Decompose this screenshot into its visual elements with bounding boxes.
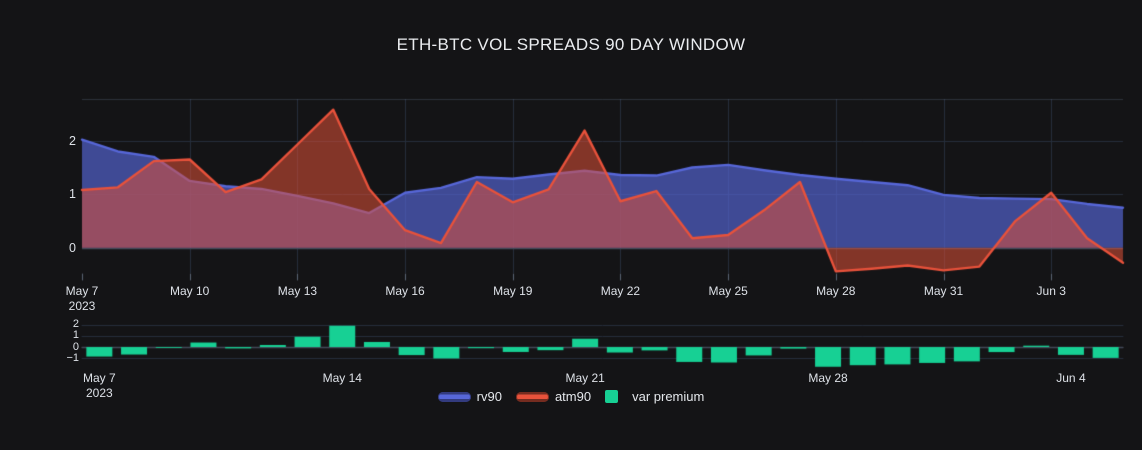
legend-item-atm90[interactable]: atm90 xyxy=(515,389,592,404)
var-premium-swatch xyxy=(605,390,619,403)
bar-x-tick-label: May 7 xyxy=(83,371,116,385)
legend-label-atm90: atm90 xyxy=(554,389,592,404)
bar-x-tick-label: May 28 xyxy=(808,371,848,385)
x-tick-label: May 25 xyxy=(708,284,748,298)
legend-label-rv90: rv90 xyxy=(476,389,502,404)
x-tick-label: May 22 xyxy=(600,284,641,298)
y-tick-label: 1 xyxy=(69,187,76,202)
legend-item-var-premium[interactable]: var premium xyxy=(605,389,704,404)
bar-y-tick-label: −1 xyxy=(66,351,79,364)
x-tick-year: 2023 xyxy=(68,299,96,313)
bar-y-tick-label: 2 xyxy=(72,318,79,331)
x-tick-label: May 7 xyxy=(65,284,99,298)
chart-legend: rv90 atm90 var premium xyxy=(0,389,1142,404)
atm90-swatch xyxy=(515,391,549,402)
y-tick-label: 0 xyxy=(69,240,76,255)
chart-title: ETH-BTC VOL SPREADS 90 DAY WINDOW xyxy=(396,35,746,54)
bar-y-tick-label: 0 xyxy=(72,340,79,353)
y-tick-label: 2 xyxy=(69,133,76,148)
x-tick-label: May 10 xyxy=(170,284,210,298)
x-tick-label: May 28 xyxy=(816,284,856,298)
x-tick-label: May 31 xyxy=(923,284,964,298)
bar-x-tick-label: May 21 xyxy=(565,371,605,385)
bar-y-tick-label: 1 xyxy=(72,329,79,342)
legend-item-rv90[interactable]: rv90 xyxy=(437,389,502,404)
x-tick-label: May 19 xyxy=(493,284,533,298)
bar-x-tick-label: May 14 xyxy=(322,371,362,385)
x-tick-label: May 13 xyxy=(277,284,318,298)
bar-x-tick-label: Jun 4 xyxy=(1056,371,1086,385)
x-tick-label: Jun 3 xyxy=(1036,284,1066,298)
legend-label-var-premium: var premium xyxy=(632,389,705,404)
rv90-swatch xyxy=(437,391,471,402)
bar-x-tick-year: 2023 xyxy=(85,386,113,400)
x-tick-label: May 16 xyxy=(385,284,425,298)
